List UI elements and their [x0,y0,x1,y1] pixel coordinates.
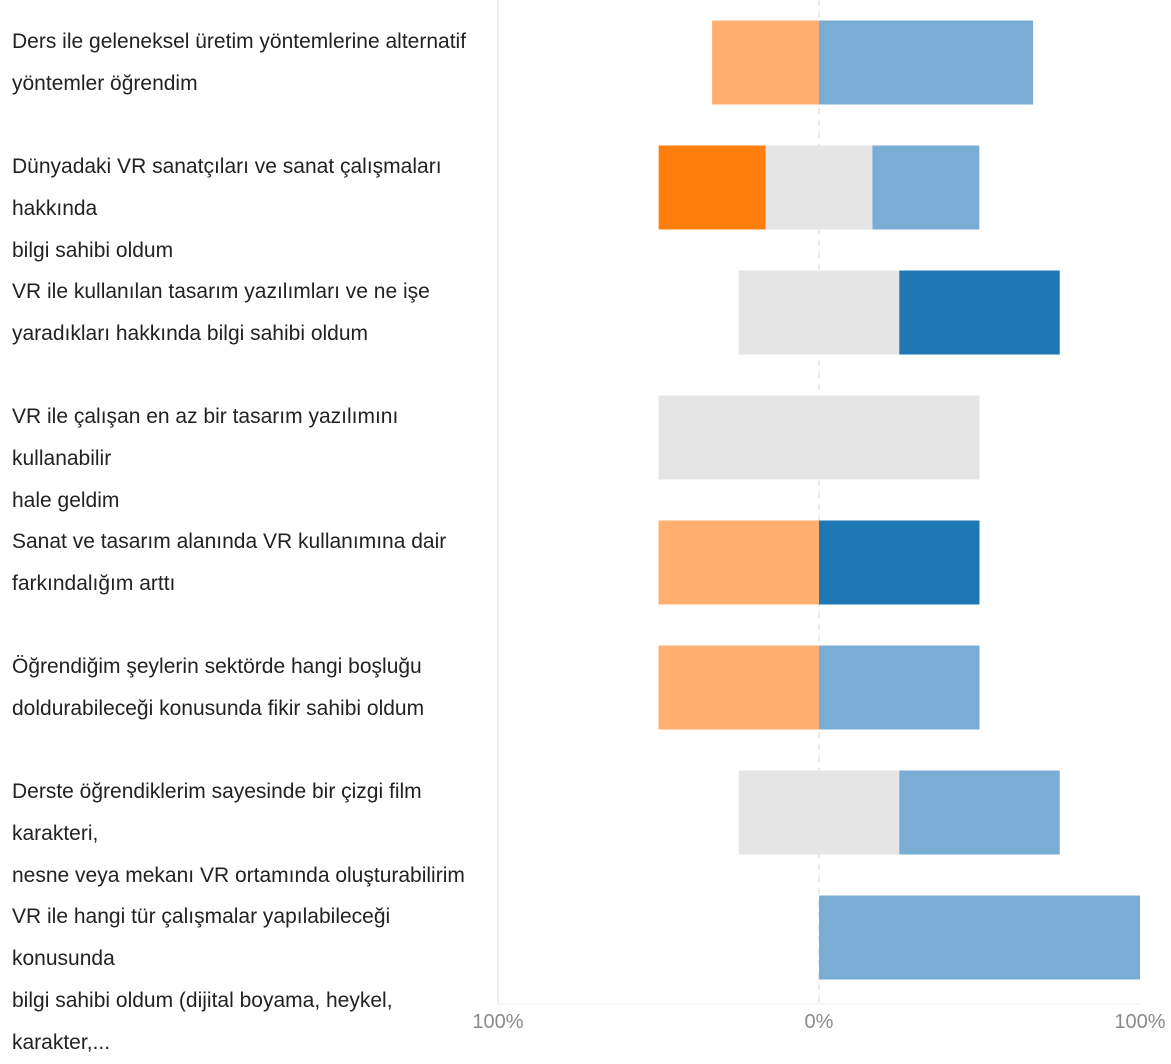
category-label: Ders ile geleneksel üretim yöntemlerine … [12,29,467,95]
bar-segment-negative [712,20,819,105]
category-label: VR ile kullanılan tasarım yazılımları ve… [12,279,430,345]
x-tick-label: 100% [472,1011,523,1033]
bar-segment-negative [658,645,819,730]
diverging-bar-chart: Ders ile geleneksel üretim yöntemlerine … [12,0,1166,1054]
x-tick-label: 100% [1114,1011,1165,1033]
bar-segment-neutral [738,270,900,355]
category-label: Öğrendiğim şeylerin sektörde hangi boşlu… [12,654,425,720]
bar-segment-positive [899,770,1060,855]
bar-segment-neutral [765,145,873,230]
bar-segment-positive [819,520,980,605]
bar-segment-positive [899,270,1060,355]
bar-segment-positive [819,895,1140,980]
bar-segment-positive [819,645,980,730]
category-label: Derste öğrendiklerim sayesinde bir çizgi… [12,779,465,887]
x-tick-label: 0% [805,1011,834,1033]
category-label: VR ile hangi tür çalışmalar yapılabilece… [12,904,393,1054]
bar-segment-negative [658,520,819,605]
bar-segment-neutral [658,395,980,480]
category-label: Dünyadaki VR sanatçıları ve sanat çalışm… [12,154,442,262]
bar-segment-neutral [738,770,900,855]
category-label: Sanat ve tasarım alanında VR kullanımına… [12,529,447,595]
category-label: VR ile çalışan en az bir tasarım yazılım… [12,404,399,512]
bar-segment-negative [658,145,766,230]
bar-segment-positive [872,145,980,230]
plot-area: 100% 0% 100% [472,0,1166,1033]
bar-segment-positive [819,20,1034,105]
